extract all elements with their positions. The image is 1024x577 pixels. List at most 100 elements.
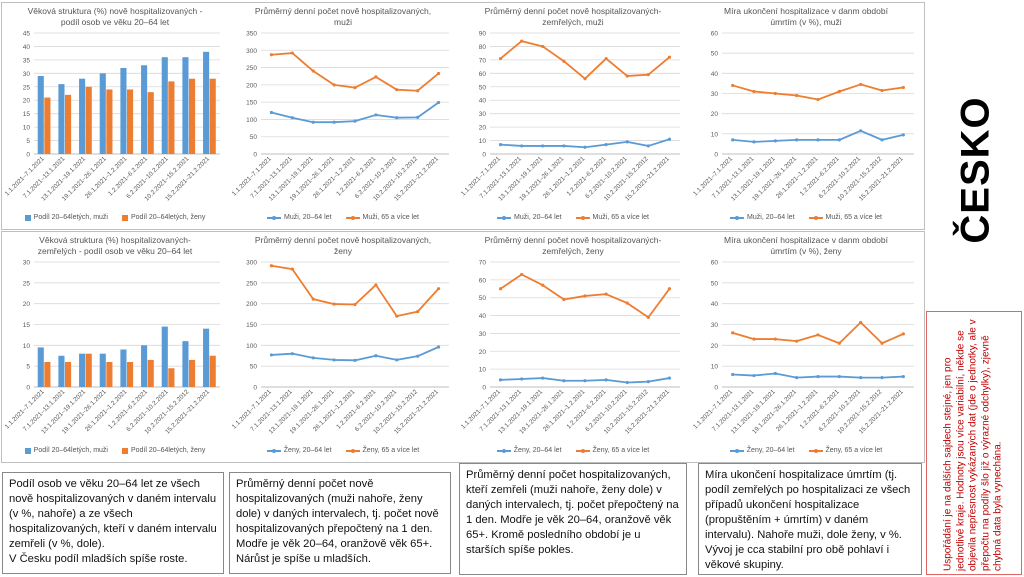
point-zeny-20-64-let-2 <box>773 371 777 376</box>
point-zeny-65-a-vice-let-0 <box>731 331 735 335</box>
y-tick-label: 5 <box>26 138 30 145</box>
bar-podil-20-64letych-zeny-1 <box>65 94 72 154</box>
chart-title: Míra ukončení hospitalizace v danm obdob… <box>724 6 888 27</box>
point-muzi-65-a-vice-let-6 <box>625 74 629 78</box>
point-zeny-65-a-vice-let-8 <box>667 287 672 291</box>
y-tick-label: 0 <box>714 385 718 392</box>
chart-title: Průměrný denní počet nově hospitalizovan… <box>254 6 432 27</box>
chart-plot: 0510152025303540451.1.2021–7.1.20217.1.2… <box>4 31 220 203</box>
series-line-muzi-65-a-vice-let <box>732 83 904 101</box>
point-zeny-20-64-let-3 <box>332 358 336 362</box>
y-tick-label: 15 <box>23 322 31 329</box>
point-zeny-20-64-let-1 <box>752 373 756 378</box>
legend-item: Ženy, 65 a více let <box>808 447 882 454</box>
legend-label: Podíl 20–64letých, muži <box>33 447 108 454</box>
point-muzi-65-a-vice-let-0 <box>498 56 503 61</box>
point-zeny-65-a-vice-let-2 <box>541 283 545 287</box>
point-muzi-65-a-vice-let-3 <box>332 83 336 87</box>
legend-label: Muži, 20–64 let <box>514 214 562 221</box>
legend-swatch <box>345 215 360 221</box>
chart-legend: Ženy, 20–64 let Ženy, 65 a více let <box>229 447 457 454</box>
point-muzi-65-a-vice-let-2 <box>311 69 315 73</box>
chart-plot: 01020304050601.1.2021–7.1.20217.1.2021–1… <box>692 260 914 436</box>
point-muzi-20-64-let-4 <box>583 145 587 149</box>
bar-podil-20-64letych-zeny-2 <box>85 353 92 387</box>
bar-podil-20-64letych-zeny-5 <box>147 359 154 387</box>
bar-podil-20-64letych-zeny-4 <box>127 362 134 387</box>
point-zeny-20-64-let-7 <box>646 380 650 384</box>
point-muzi-65-a-vice-let-3 <box>795 93 799 98</box>
point-zeny-65-a-vice-let-5 <box>604 292 608 296</box>
point-muzi-65-a-vice-let-6 <box>859 82 863 87</box>
point-zeny-20-64-let-0 <box>269 353 274 357</box>
y-tick-label: 60 <box>711 260 719 267</box>
legend-swatch <box>575 215 590 221</box>
bar-podil-20-64letych-muzi-6 <box>161 57 168 155</box>
chart-frame-top-row <box>1 2 925 230</box>
y-tick-label: 5 <box>26 364 30 371</box>
y-tick-label: 20 <box>711 343 719 350</box>
x-tick-label: 1.1.2021–7.1.2021 <box>692 155 734 197</box>
point-muzi-20-64-let-1 <box>290 116 294 120</box>
chart-title: Průměrný denní počet nově hospitalizovan… <box>484 235 662 256</box>
y-tick-label: 35 <box>23 57 31 64</box>
chart-plot: 01020304050607080901.1.2021–7.1.20217.1.… <box>460 31 680 203</box>
point-muzi-65-a-vice-let-5 <box>604 56 608 61</box>
point-zeny-20-64-let-4 <box>816 374 820 379</box>
point-muzi-65-a-vice-let-1 <box>520 39 524 43</box>
point-muzi-65-a-vice-let-4 <box>353 86 357 90</box>
bar-podil-20-64letych-muzi-8 <box>203 328 210 387</box>
point-zeny-65-a-vice-let-3 <box>795 339 799 343</box>
point-zeny-20-64-let-4 <box>353 358 357 362</box>
legend-item: Podíl 20–64letých, ženy <box>122 447 205 454</box>
chart-legend: Podíl 20–64letých, muži Podíl 20–64letých… <box>2 447 228 454</box>
y-tick-label: 150 <box>246 322 257 329</box>
note-death-rate: Míra ukončení hospitalizace úmrtím (tj. … <box>698 463 922 575</box>
y-tick-label: 0 <box>253 152 257 159</box>
point-zeny-65-a-vice-let-3 <box>562 297 566 302</box>
bar-podil-20-64letych-zeny-8 <box>209 78 216 154</box>
series-line-zeny-65-a-vice-let <box>271 264 440 318</box>
country-name: ČESKO <box>953 96 998 244</box>
legend-swatch <box>266 448 281 454</box>
point-zeny-20-64-let-8 <box>667 376 672 380</box>
point-zeny-20-64-let-5 <box>604 378 608 382</box>
legend-item: Muži, 20–64 let <box>267 214 332 221</box>
chart-title: Věková struktura (%) hospitalizovaných- … <box>37 235 193 256</box>
point-zeny-20-64-let-5 <box>837 374 841 379</box>
point-muzi-20-64-let-4 <box>816 138 820 142</box>
chart-title: Průměrný denní počet nově hospitalizovan… <box>254 235 432 256</box>
point-muzi-65-a-vice-let-4 <box>583 77 587 81</box>
bar-podil-20-64letych-zeny-3 <box>106 362 113 387</box>
legend-label: Podíl 20–64letých, ženy <box>131 214 206 221</box>
y-tick-label: 50 <box>250 364 258 371</box>
y-tick-label: 10 <box>479 367 487 374</box>
point-muzi-20-64-let-5 <box>604 142 608 147</box>
point-zeny-20-64-let-2 <box>311 356 315 360</box>
chart-daily-new-hospitalized-men: Průměrný denní počet nově hospitalizovan… <box>229 3 457 228</box>
point-muzi-20-64-let-7 <box>416 115 420 119</box>
bar-podil-20-64letych-muzi-3 <box>99 73 106 154</box>
point-muzi-20-64-let-4 <box>353 119 357 123</box>
x-tick-label: 1.1.2021–7.1.2021 <box>692 388 734 430</box>
point-zeny-65-a-vice-let-6 <box>625 301 629 305</box>
legend-item: Podíl 20–64letých, muži <box>24 214 108 221</box>
chart-daily-hospitalized-deceased-women: Průměrný denní počet nově hospitalizovan… <box>458 232 688 461</box>
bar-podil-20-64letych-muzi-5 <box>141 65 148 154</box>
y-tick-label: 40 <box>479 313 487 320</box>
bar-podil-20-64letych-muzi-4 <box>120 349 127 387</box>
y-tick-label: 70 <box>479 260 487 267</box>
point-muzi-20-64-let-0 <box>269 110 274 115</box>
point-muzi-65-a-vice-let-7 <box>416 89 420 93</box>
point-zeny-20-64-let-0 <box>731 372 735 377</box>
y-tick-label: 30 <box>479 331 487 338</box>
chart-title: Průměrný denní počet nově hospitalizovan… <box>484 6 662 27</box>
legend-swatch <box>575 448 590 454</box>
legend-swatch <box>496 448 511 454</box>
y-tick-label: 200 <box>246 82 257 89</box>
point-zeny-65-a-vice-let-4 <box>353 302 357 307</box>
point-muzi-20-64-let-8 <box>901 133 905 137</box>
bar-podil-20-64letych-zeny-7 <box>189 78 196 154</box>
series-line-zeny-20-64-let <box>271 346 439 362</box>
y-tick-label: 25 <box>23 280 31 287</box>
